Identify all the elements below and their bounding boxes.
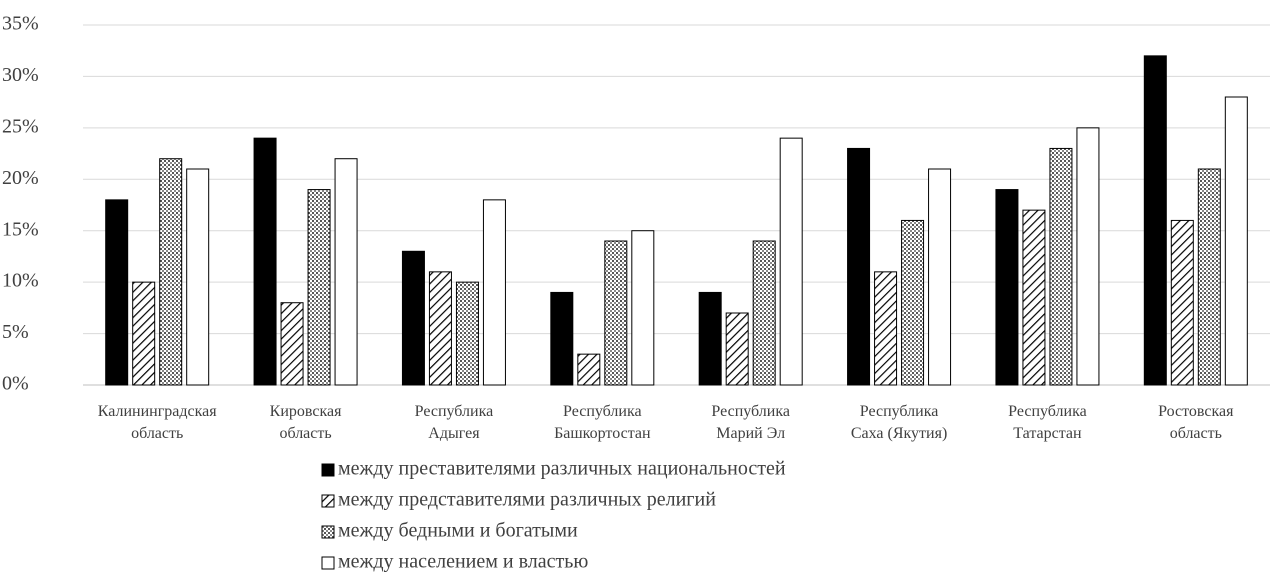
bar (280, 302, 304, 386)
bar (995, 189, 1019, 386)
bar (455, 281, 479, 386)
x-tick-line: Ростовская (1158, 403, 1234, 420)
x-tick-line: область (131, 425, 183, 442)
bar (752, 240, 776, 386)
bar (1143, 55, 1167, 386)
x-tick-line: Республика (563, 403, 642, 420)
bar (1170, 219, 1194, 386)
legend-swatch (321, 463, 335, 477)
bar (1076, 127, 1100, 386)
x-tick-line: Татарстан (1013, 425, 1082, 442)
bar (1022, 209, 1046, 386)
bar (186, 168, 210, 386)
x-tick-line: Марий Эл (716, 425, 785, 442)
legend-swatch (321, 494, 335, 508)
legend-label: между бедными и богатыми (338, 520, 578, 542)
bar (874, 271, 898, 386)
y-tick-label: 10% (2, 270, 39, 292)
x-tick-line: Республика (860, 403, 939, 420)
bar (631, 230, 655, 386)
bar (482, 199, 506, 386)
x-tick-line: Республика (415, 403, 494, 420)
x-tick-line: Башкортостан (554, 425, 651, 442)
bar (604, 240, 628, 386)
bar (577, 353, 601, 386)
bar (1224, 96, 1248, 386)
x-tick-label: Ростовская область (1158, 403, 1234, 442)
y-tick-label: 30% (2, 64, 39, 86)
legend-label: между представителями различных религий (338, 489, 716, 511)
bar (550, 291, 574, 386)
bar (428, 271, 452, 386)
legend-label: между населением и властью (338, 551, 588, 573)
y-tick-label: 15% (2, 218, 39, 240)
x-tick-label: Калининградская область (98, 403, 217, 442)
legend-swatch (321, 556, 335, 570)
x-tick-label: Республика Татарстан (1008, 403, 1087, 442)
bar (105, 199, 129, 386)
bar (307, 189, 331, 386)
y-tick-label: 20% (2, 167, 39, 189)
x-tick-line: Республика (1008, 403, 1087, 420)
x-tick-line: Кировская (270, 403, 342, 420)
bar (698, 291, 722, 386)
x-tick-line: область (279, 425, 331, 442)
y-tick-label: 5% (2, 321, 29, 343)
bar (901, 219, 925, 386)
y-tick-label: 0% (2, 373, 29, 395)
x-tick-line: Калининградская (98, 403, 217, 420)
x-tick-label: Республика Адыгея (415, 403, 494, 442)
bar (1049, 147, 1073, 386)
x-tick-label: Республика Саха (Якутия) (851, 403, 947, 442)
x-tick-label: Республика Башкортостан (554, 403, 651, 442)
bar (847, 147, 871, 386)
bar (1197, 168, 1221, 386)
x-tick-line: Адыгея (428, 425, 480, 442)
x-tick-label: Кировская область (270, 403, 342, 442)
y-tick-label: 25% (2, 115, 39, 137)
bar (159, 158, 183, 386)
bar (253, 137, 277, 386)
bar (928, 168, 952, 386)
legend-swatch (321, 525, 335, 539)
bar (334, 158, 358, 386)
x-tick-label: Республика Марий Эл (711, 403, 790, 442)
bar (725, 312, 749, 386)
bar (779, 137, 803, 386)
y-tick-label: 35% (2, 13, 39, 35)
bar (401, 250, 425, 386)
legend-label: между преставителями различных националь… (338, 458, 786, 480)
x-tick-line: Саха (Якутия) (851, 425, 947, 442)
x-tick-line: область (1170, 425, 1222, 442)
x-tick-line: Республика (711, 403, 790, 420)
bar (132, 281, 156, 386)
